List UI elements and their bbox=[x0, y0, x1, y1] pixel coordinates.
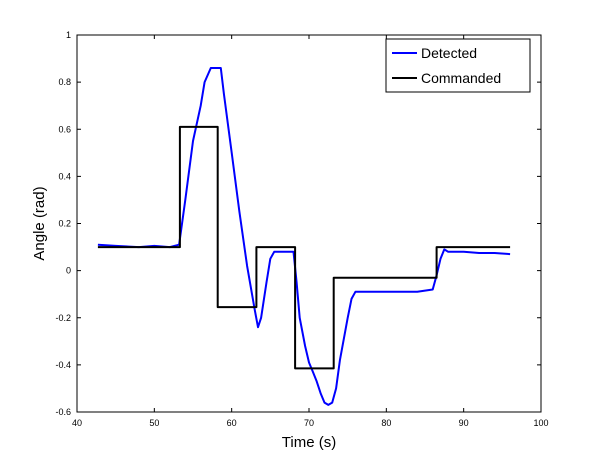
y-tick-label: 0 bbox=[66, 266, 71, 276]
y-tick-label: -0.6 bbox=[55, 407, 71, 417]
x-tick-label: 100 bbox=[533, 418, 548, 428]
legend-label-commanded: Commanded bbox=[421, 70, 501, 86]
legend: Detected Commanded bbox=[385, 38, 531, 93]
y-tick-label: -0.4 bbox=[55, 360, 71, 370]
x-tick-label: 90 bbox=[459, 418, 469, 428]
x-tick-label: 40 bbox=[72, 418, 82, 428]
y-tick-label: 1 bbox=[66, 30, 71, 40]
y-tick-label: 0.4 bbox=[58, 171, 71, 181]
x-tick-label: 80 bbox=[381, 418, 391, 428]
x-axis-label: Time (s) bbox=[282, 434, 336, 451]
y-tick-label: -0.2 bbox=[55, 313, 71, 323]
plot-area bbox=[77, 35, 541, 412]
series-group bbox=[97, 67, 511, 406]
x-axis-ticks: 40 50 60 70 80 90 100 bbox=[72, 35, 549, 428]
x-tick-label: 60 bbox=[227, 418, 237, 428]
x-tick-label: 70 bbox=[304, 418, 314, 428]
y-tick-label: 0.8 bbox=[58, 77, 71, 87]
legend-label-detected: Detected bbox=[421, 45, 477, 61]
legend-box bbox=[385, 38, 531, 93]
y-axis-label: Angle (rad) bbox=[31, 186, 48, 260]
y-tick-label: 0.6 bbox=[58, 124, 71, 134]
x-tick-label: 50 bbox=[149, 418, 159, 428]
series-line-detected bbox=[97, 67, 511, 406]
y-axis-ticks: -0.6 -0.4 -0.2 0 0.2 0.4 0.6 0.8 1 bbox=[55, 30, 541, 417]
y-tick-label: 0.2 bbox=[58, 219, 71, 229]
series-line-commanded bbox=[97, 125, 511, 370]
